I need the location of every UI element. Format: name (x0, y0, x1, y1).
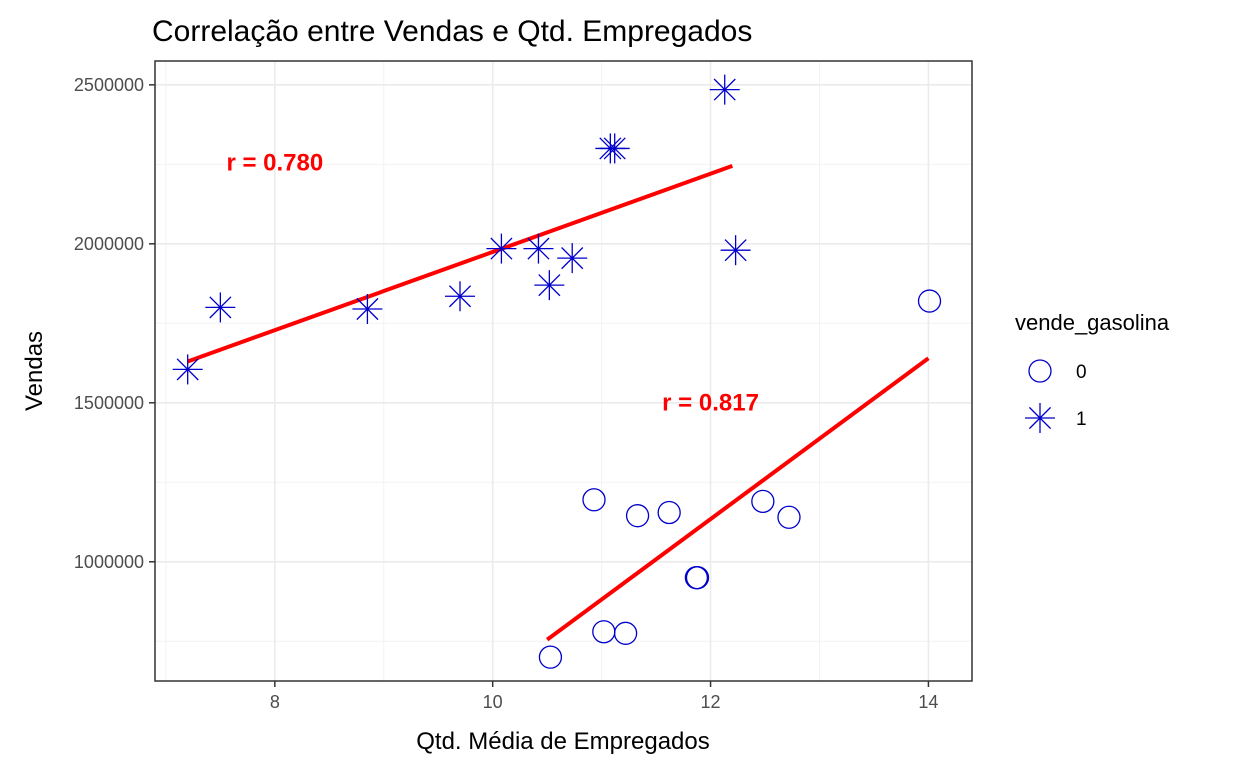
data-point-circle (657, 500, 681, 525)
x-tick-label: 10 (483, 692, 503, 712)
y-tick-label: 2500000 (74, 75, 144, 95)
chart-title: Correlação entre Vendas e Qtd. Empregado… (152, 15, 752, 48)
data-point-circle (777, 505, 801, 529)
legend-keys: 01 (1025, 359, 1087, 433)
data-point-circle (582, 488, 606, 512)
data-point-circle (538, 645, 563, 669)
y-tick-label: 1000000 (74, 552, 144, 572)
x-tick-label: 14 (918, 692, 938, 712)
legend: vende_gasolina 01 (1015, 310, 1170, 433)
x-axis-ticks: 8 10 12 14 (270, 681, 938, 712)
legend-key-circle (1028, 359, 1052, 383)
data-point-circle (751, 489, 775, 514)
correlation-label-0: r = 0.817 (662, 390, 759, 417)
y-tick-label: 2000000 (74, 234, 144, 254)
data-point-circle (625, 504, 650, 528)
x-tick-label: 12 (701, 692, 721, 712)
data-point-asterisk (720, 235, 751, 266)
x-axis-title: Qtd. Média de Empregados (416, 728, 710, 755)
correlation-annotations: r = 0.817 r = 0.780 (226, 150, 758, 417)
data-point-asterisk (205, 292, 236, 323)
plot-panel-border (154, 60, 973, 682)
major-gridlines (155, 61, 972, 681)
correlation-label-1: r = 0.780 (226, 150, 323, 177)
data-point-circle (685, 566, 710, 590)
data-point-asterisk (534, 270, 565, 301)
y-axis-title: Vendas (21, 331, 48, 411)
regression-lines (187, 164, 930, 642)
data-point-asterisk (557, 243, 588, 274)
data-point-asterisk (172, 354, 203, 385)
data-point-asterisk (523, 233, 554, 264)
data-point-circle (613, 621, 638, 645)
data-point-circle (917, 289, 942, 313)
legend-label-0: 0 (1076, 362, 1087, 383)
y-tick-label: 1500000 (74, 393, 144, 413)
data-point-asterisk (599, 133, 630, 164)
regression-line-0 (545, 356, 930, 642)
x-tick-label: 8 (270, 692, 280, 712)
data-point-asterisk (445, 281, 476, 312)
data-point-circle (592, 620, 616, 644)
legend-key-asterisk (1025, 403, 1055, 433)
y-axis-ticks: 1000000 1500000 2000000 2500000 (74, 75, 155, 572)
data-point-circle (684, 566, 709, 590)
legend-label-1: 1 (1076, 409, 1087, 430)
data-point-asterisk (486, 233, 517, 264)
legend-title: vende_gasolina (1015, 310, 1170, 335)
data-point-asterisk (352, 294, 383, 324)
data-point-asterisk (709, 74, 740, 105)
data-points (172, 74, 942, 669)
regression-line-1 (187, 164, 734, 364)
